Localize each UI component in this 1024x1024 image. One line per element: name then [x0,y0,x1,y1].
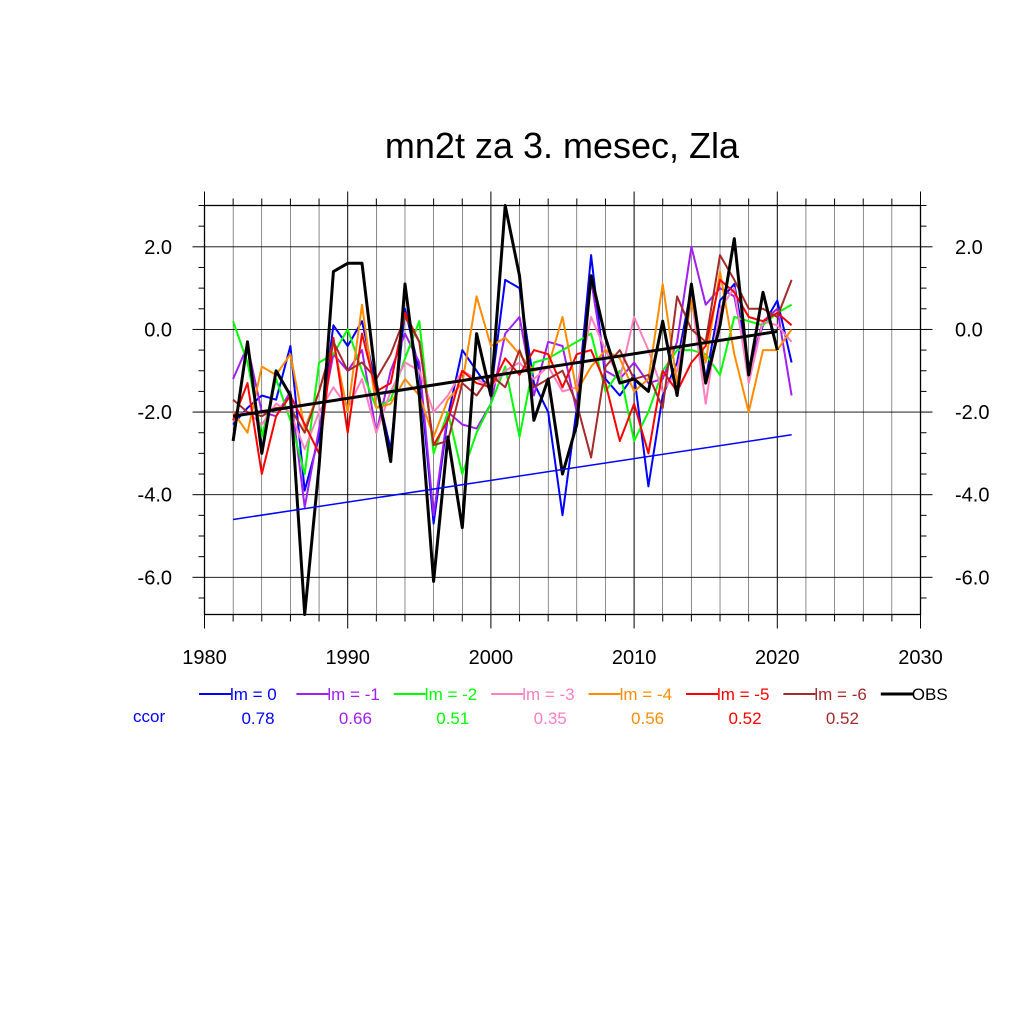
y-tick-labels: 2.0 2.0 0.0 0.0 -2.0 -2.0 -4.0 -4.0 -6.0 -6.0 [138,237,990,590]
y-tick-label-left: -2.0 [138,402,172,424]
legend-label: lm = -1 [327,685,379,704]
ccor-value: 0.56 [631,709,664,728]
legend-label: lm = -3 [522,685,574,704]
x-tick-label: 1990 [325,647,370,669]
chart-title: mn2t za 3. mesec, Zla [385,125,740,166]
y-tick-label-right: 0.0 [955,319,983,341]
y-tick-label-right: -6.0 [955,567,989,589]
legend-label: lm = -4 [620,685,672,704]
x-tick-label: 2010 [612,647,657,669]
ccor-value: 0.52 [826,709,859,728]
trend-line [232,330,778,418]
plot-frame [203,204,922,616]
series-lines [231,204,793,616]
legend: lm = 0 0.78 lm = -1 0.66 lm = -2 0.51 lm = -3 0… [199,685,948,728]
axis-ticks [192,191,933,629]
legend-label: lm = -5 [717,685,769,704]
y-tick-label-right: -4.0 [955,485,989,507]
legend-label: lm = 0 [230,685,277,704]
x-tick-label: 2000 [469,647,514,669]
ccor-label: ccor [133,707,165,726]
legend-label: lm = -6 [814,685,866,704]
legend-label: OBS [912,685,948,704]
ccor-value: 0.66 [339,709,372,728]
y-tick-label-left: -4.0 [138,485,172,507]
y-tick-label-left: 2.0 [144,237,172,259]
trend-line [233,434,792,521]
y-tick-label-left: -6.0 [138,567,172,589]
ccor-value: 0.51 [436,709,469,728]
x-tick-label: 2020 [755,647,800,669]
y-tick-label-right: -2.0 [955,402,989,424]
y-tick-label-left: 0.0 [144,319,172,341]
legend-label: lm = -2 [425,685,477,704]
ccor-value: 0.35 [534,709,567,728]
x-tick-label: 1980 [182,647,227,669]
x-tick-labels: 1980 1990 2000 2010 2020 2030 [182,647,943,669]
x-tick-label: 2030 [898,647,943,669]
ccor-value: 0.52 [728,709,761,728]
trend-lines [232,330,792,521]
y-tick-label-right: 2.0 [955,237,983,259]
ccor-value: 0.78 [241,709,274,728]
